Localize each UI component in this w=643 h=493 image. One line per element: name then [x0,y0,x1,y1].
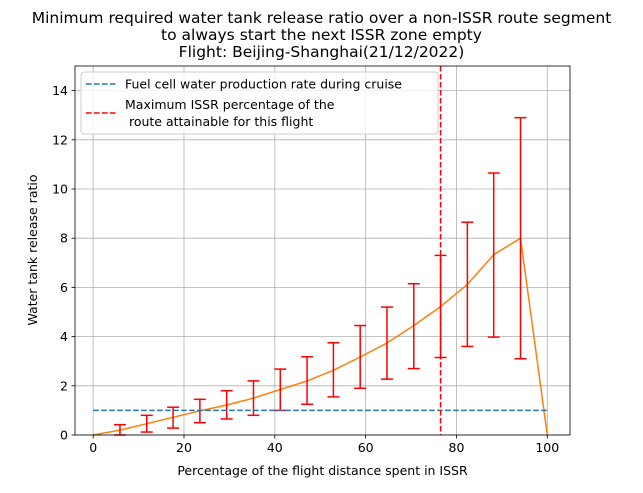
error-bar [380,306,393,380]
plot-area [93,66,549,436]
error-bar [247,380,260,417]
y-tick-label: 14 [52,83,68,98]
legend-label-max-issr-line-2: route attainable for this flight [125,114,313,129]
legend: Fuel cell water production rate during c… [80,71,439,135]
axes-frame [74,65,571,436]
axis-ticks: 0 20 40 60 80 100 0 2 4 6 8 10 12 14 [52,83,559,455]
error-bar [140,414,153,433]
error-bar [461,221,474,348]
legend-label-fuel-cell: Fuel cell water production rate during c… [125,77,402,92]
x-tick-label: 100 [535,440,559,455]
error-bar [487,172,500,338]
chart-title-line-1: Minimum required water tank release rati… [32,9,612,27]
y-tick-label: 2 [60,378,68,393]
chart-title-line-2: to always start the next ISSR zone empty [161,26,482,44]
y-tick-label: 4 [60,329,68,344]
y-tick-label: 0 [60,428,68,443]
error-bar [354,324,367,390]
y-tick-label: 10 [52,182,68,197]
error-bar [407,282,420,370]
error-bar [327,342,340,398]
y-axis-label: Water tank release ratio [25,175,40,326]
x-tick-label: 80 [449,440,465,455]
y-tick-label: 8 [60,231,68,246]
x-axis-label: Percentage of the flight distance spent … [177,463,468,478]
chart-title: Minimum required water tank release rati… [32,9,612,61]
release-ratio-line [93,237,549,436]
error-bar [514,116,527,360]
error-bar [301,356,314,405]
legend-box [80,71,439,135]
chart-title-line-3: Flight: Beijing-Shanghai(21/12/2022) [179,43,465,61]
x-tick-label: 60 [358,440,374,455]
error-bar [274,368,287,412]
error-bar [167,406,180,429]
y-tick-label: 6 [60,280,68,295]
x-tick-label: 0 [89,440,97,455]
x-tick-label: 40 [267,440,283,455]
error-bar [220,389,233,420]
legend-label-max-issr-line-1: Maximum ISSR percentage of the [125,97,335,112]
y-tick-label: 12 [52,132,68,147]
x-tick-label: 20 [176,440,192,455]
